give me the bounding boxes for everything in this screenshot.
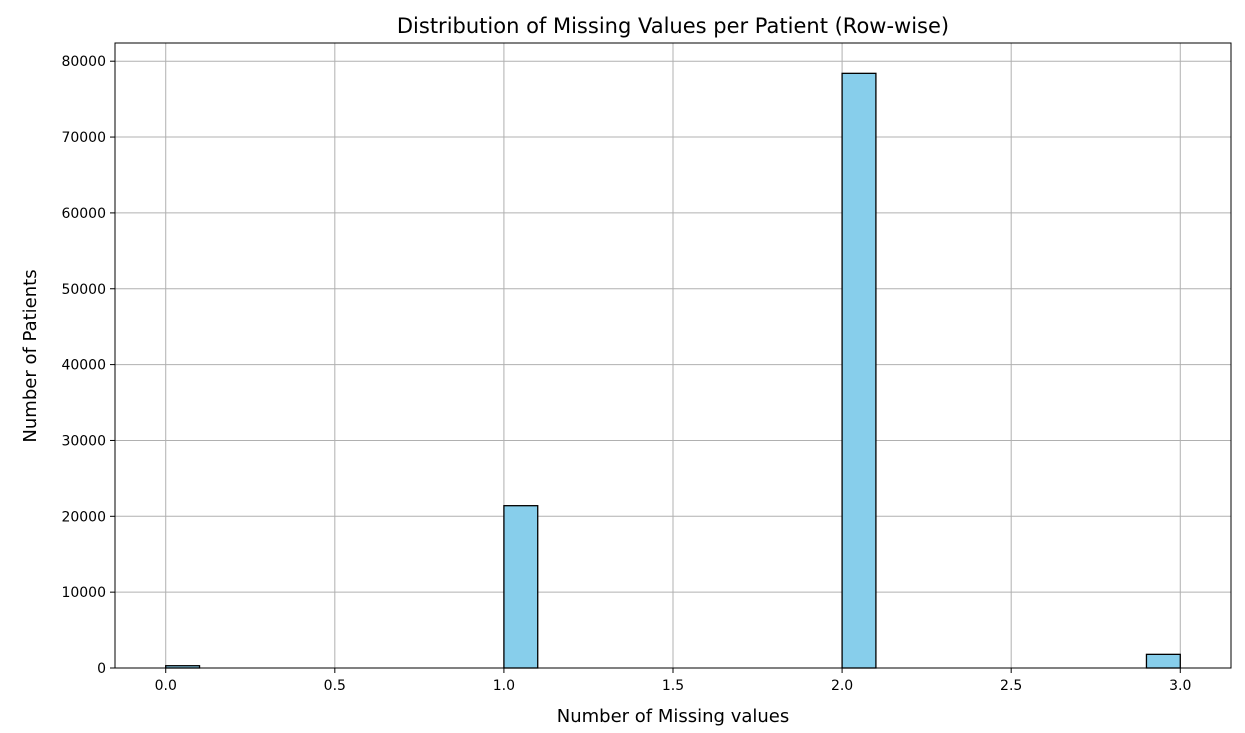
y-tick-label: 30000 <box>61 433 106 449</box>
x-tick-label: 2.0 <box>831 678 853 694</box>
histogram-bar <box>841 72 877 669</box>
x-tick-label: 1.5 <box>662 678 684 694</box>
x-tick-label: 3.0 <box>1169 678 1191 694</box>
histogram-bar <box>503 505 539 669</box>
x-tick-label: 1.0 <box>493 678 515 694</box>
y-tick-label: 20000 <box>61 509 106 525</box>
histogram-bars <box>165 72 1181 669</box>
y-tick-label: 70000 <box>61 130 106 146</box>
histogram-bar <box>1145 653 1181 669</box>
y-tick-label: 50000 <box>61 282 106 298</box>
y-tick-label: 0 <box>97 661 106 677</box>
x-axis-label: Number of Missing values <box>557 706 790 727</box>
y-axis-label: Number of Patients <box>20 269 41 442</box>
y-tick-label: 80000 <box>61 54 106 70</box>
grid-lines <box>115 43 1231 669</box>
x-tick-label: 0.0 <box>155 678 177 694</box>
y-tick-label: 60000 <box>61 206 106 222</box>
y-axis-ticks: 0 10000 20000 30000 40000 50000 60000 70000 8000… <box>61 54 115 677</box>
x-axis-ticks: 0.0 0.5 1.0 1.5 2.0 2.5 3.0 <box>155 668 1191 694</box>
x-tick-label: 2.5 <box>1000 678 1022 694</box>
chart-title: Distribution of Missing Values per Patie… <box>397 14 949 38</box>
x-tick-label: 0.5 <box>324 678 346 694</box>
y-tick-label: 10000 <box>61 585 106 601</box>
y-tick-label: 40000 <box>61 358 106 374</box>
